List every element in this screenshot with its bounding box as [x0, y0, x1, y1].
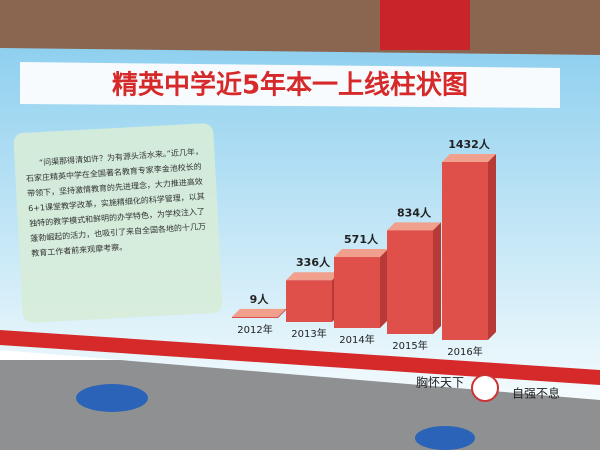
slogan: 胸怀天下 — [416, 375, 464, 390]
bar — [387, 230, 433, 334]
value-label: 834人 — [397, 205, 432, 219]
value-label: 571人 — [344, 232, 379, 246]
bar-top — [387, 222, 441, 231]
building-sign — [380, 0, 470, 50]
bar-top — [442, 154, 496, 162]
value-label: 336人 — [296, 255, 331, 269]
bar-side — [433, 222, 441, 334]
title-banner — [20, 62, 560, 108]
x-tick-label: 2015年 — [392, 339, 427, 352]
red-stripe — [0, 330, 600, 385]
bar — [286, 280, 332, 322]
x-tick-label: 2014年 — [339, 333, 374, 346]
bar-top — [334, 249, 388, 258]
barrier-base — [76, 384, 148, 412]
bar-side — [488, 154, 496, 340]
bar-side — [278, 308, 286, 318]
bar — [334, 257, 380, 328]
x-tick-label: 2013年 — [291, 327, 326, 340]
chart-title: 精英中学近5年本一上线柱状图 — [112, 70, 468, 101]
slogan: 自强不息 — [512, 386, 560, 401]
x-tick-label: 2016年 — [447, 345, 482, 358]
barrier-base — [415, 426, 475, 450]
value-label: 9人 — [250, 292, 270, 306]
bar-side — [380, 249, 388, 328]
value-label: 1432人 — [448, 137, 491, 151]
bar — [442, 162, 488, 340]
bar — [232, 316, 278, 318]
text-panel — [13, 123, 223, 323]
description: “问渠那得清如许？为有源头活水来。”近几年，石家庄精英中学在全国著名教育专家李金… — [25, 146, 207, 259]
bar-top — [232, 308, 286, 317]
school-logo — [471, 374, 499, 402]
x-tick-label: 2012年 — [237, 323, 272, 336]
bar-top — [286, 272, 340, 281]
